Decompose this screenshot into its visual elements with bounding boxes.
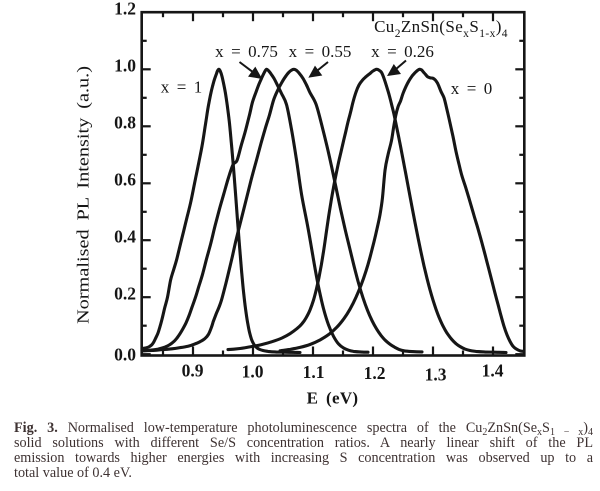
svg-text:Normalised PL Intensity (a.u.): Normalised PL Intensity (a.u.) (74, 66, 93, 324)
svg-text:x = 0.55: x = 0.55 (289, 42, 352, 61)
svg-text:0.2: 0.2 (114, 283, 136, 303)
svg-text:0.4: 0.4 (114, 226, 136, 246)
svg-text:Cu2ZnSn(SexS1-x)4: Cu2ZnSn(SexS1-x)4 (374, 17, 508, 40)
svg-text:1.2: 1.2 (364, 363, 386, 383)
svg-text:x = 1: x = 1 (161, 78, 203, 97)
svg-text:1.0: 1.0 (242, 362, 264, 382)
svg-text:1.3: 1.3 (425, 365, 447, 385)
svg-text:1.4: 1.4 (482, 361, 504, 381)
svg-text:x = 0: x = 0 (451, 79, 493, 98)
svg-text:x = 0.26: x = 0.26 (371, 42, 434, 61)
svg-text:1.2: 1.2 (114, 0, 136, 19)
svg-text:0.0: 0.0 (114, 345, 136, 365)
svg-text:0.6: 0.6 (114, 170, 136, 190)
svg-text:1.1: 1.1 (303, 362, 325, 382)
svg-text:E (eV): E (eV) (307, 389, 359, 408)
svg-text:0.9: 0.9 (182, 361, 204, 381)
svg-text:0.8: 0.8 (114, 113, 136, 133)
svg-text:x = 0.75: x = 0.75 (215, 42, 278, 61)
svg-text:1.0: 1.0 (114, 56, 136, 76)
